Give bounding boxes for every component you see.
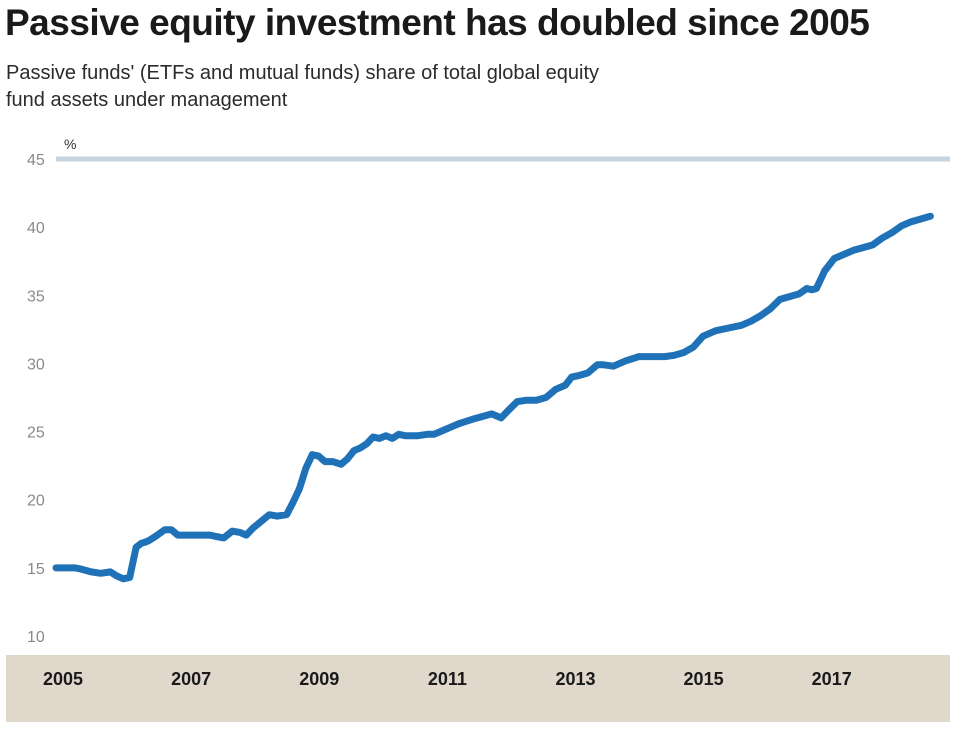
x-tick-label: 2007 (171, 669, 211, 689)
series-line (52, 212, 934, 583)
x-tick-label: 2013 (555, 669, 595, 689)
y-tick-label: 25 (27, 425, 45, 442)
y-tick-label: 15 (27, 561, 45, 578)
y-axis-ticks: 10 15 20 25 30 35 40 45 (27, 152, 45, 646)
chart-subtitle: Passive funds' (ETFs and mutual funds) s… (6, 62, 600, 111)
y-tick-label: 10 (27, 629, 45, 646)
x-tick-label: 2011 (428, 669, 467, 689)
unit-label: % (64, 136, 76, 152)
y-tick-label: 45 (27, 152, 45, 169)
y-tick-label: 40 (27, 220, 45, 237)
x-tick-label: 2017 (812, 669, 852, 689)
chart-title: Passive equity investment has doubled si… (5, 2, 870, 43)
y-tick-label: 30 (27, 356, 45, 373)
x-axis-ticks: 2005 2007 2009 2011 2013 2015 2017 (43, 669, 852, 689)
x-tick-label: 2009 (299, 669, 339, 689)
x-tick-label: 2005 (43, 669, 83, 689)
x-axis-band (6, 655, 950, 722)
y-tick-label: 20 (27, 493, 45, 510)
y-tick-label: 35 (27, 288, 45, 305)
x-tick-label: 2015 (684, 669, 724, 689)
